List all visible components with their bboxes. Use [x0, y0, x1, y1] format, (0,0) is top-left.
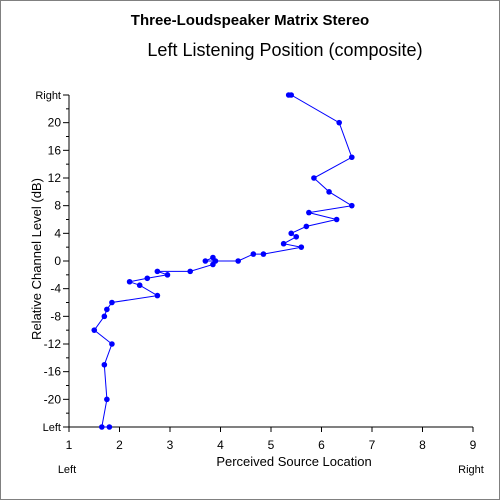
x-end-label-left: Left	[58, 464, 76, 476]
data-point	[333, 216, 340, 223]
y-tick-label: -4	[50, 282, 61, 296]
y-tick-label: -12	[44, 337, 62, 351]
data-point	[104, 396, 110, 403]
data-point	[187, 268, 193, 275]
x-tick-label: 9	[470, 438, 477, 452]
y-axis-label: Relative Channel Level (dB)	[29, 178, 44, 340]
data-point	[144, 275, 151, 282]
x-tick-label: 2	[116, 438, 123, 452]
data-point	[298, 244, 305, 250]
y-tick-label: 20	[48, 116, 62, 130]
data-point	[280, 240, 287, 247]
x-tick-label: 6	[318, 438, 325, 452]
data-point	[202, 258, 209, 264]
data-point	[303, 223, 310, 230]
data-point	[288, 230, 295, 237]
y-tick-label: 16	[48, 143, 62, 157]
y-tick-label: -8	[50, 309, 61, 323]
y-tick-label: 0	[54, 254, 61, 268]
data-point	[326, 189, 332, 195]
axes	[68, 95, 473, 428]
chart-title: Three-Loudspeaker Matrix Stereo	[131, 12, 369, 29]
y-tick-label: -16	[44, 365, 62, 379]
data-point	[154, 292, 161, 299]
data-point	[164, 272, 171, 278]
x-end-label-right: Right	[458, 464, 484, 476]
x-tick-label: 7	[369, 438, 376, 452]
data-point	[293, 233, 300, 240]
data-point	[136, 282, 143, 289]
x-tick-label: 8	[419, 438, 426, 452]
y-tick-label: 8	[54, 199, 61, 213]
data-point	[91, 327, 98, 333]
data-point	[210, 261, 216, 268]
data-point	[154, 268, 161, 275]
data-point	[288, 92, 295, 98]
x-axis-label: Perceived Source Location	[216, 454, 371, 469]
data-point	[101, 313, 108, 320]
series-line	[93, 94, 354, 428]
data-point	[306, 209, 312, 216]
x-tick-label: 4	[217, 438, 224, 452]
series-group	[91, 92, 355, 430]
data-point	[311, 175, 317, 181]
data-point	[235, 258, 241, 264]
data-point	[250, 251, 257, 257]
y-tick-label: Right	[35, 90, 61, 102]
y-tick-label: 4	[54, 226, 61, 240]
data-point	[109, 341, 115, 347]
data-point	[126, 278, 133, 285]
x-tick-label: 5	[268, 438, 275, 452]
y-tick-label: Left	[43, 422, 61, 434]
data-point	[104, 306, 110, 313]
data-point	[260, 251, 267, 257]
y-tick-label: -20	[44, 392, 62, 406]
tick-marks	[63, 94, 474, 432]
data-point	[99, 424, 105, 430]
data-point	[106, 424, 113, 430]
chart-subtitle: Left Listening Position (composite)	[147, 40, 422, 60]
data-point	[336, 119, 342, 126]
y-tick-label: 12	[48, 171, 62, 185]
data-point	[109, 299, 115, 306]
data-point	[101, 361, 108, 368]
data-point	[349, 154, 355, 161]
data-point	[349, 202, 355, 209]
x-tick-label: 1	[66, 438, 73, 452]
x-tick-label: 3	[167, 438, 174, 452]
